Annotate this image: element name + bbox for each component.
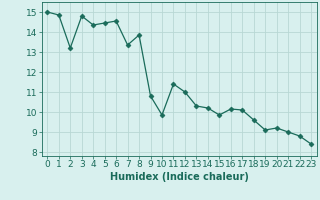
X-axis label: Humidex (Indice chaleur): Humidex (Indice chaleur) — [110, 172, 249, 182]
